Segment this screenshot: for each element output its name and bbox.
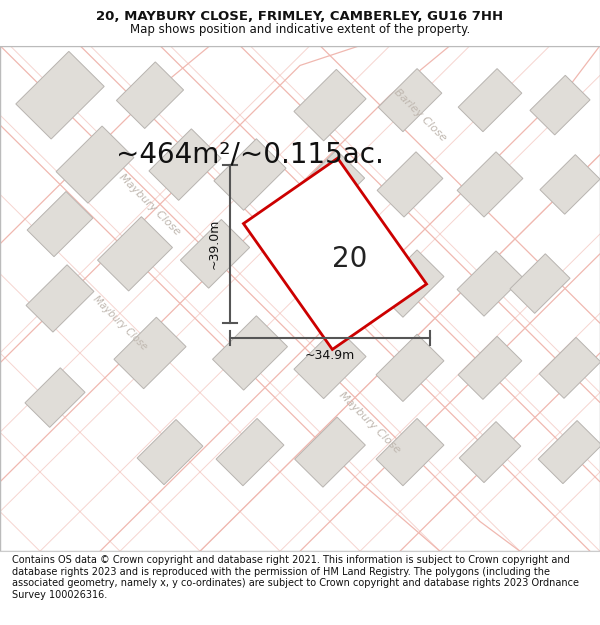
Polygon shape (149, 129, 221, 201)
Text: 20: 20 (332, 245, 368, 272)
Polygon shape (25, 368, 85, 428)
Polygon shape (294, 69, 366, 141)
Polygon shape (540, 154, 600, 214)
Polygon shape (16, 51, 104, 139)
Polygon shape (212, 316, 287, 390)
Polygon shape (459, 422, 521, 482)
Polygon shape (27, 191, 93, 257)
Text: 20, MAYBURY CLOSE, FRIMLEY, CAMBERLEY, GU16 7HH: 20, MAYBURY CLOSE, FRIMLEY, CAMBERLEY, G… (97, 10, 503, 23)
Polygon shape (116, 62, 184, 129)
Text: Maybury Close: Maybury Close (337, 390, 403, 455)
Polygon shape (376, 334, 444, 401)
Text: Contains OS data © Crown copyright and database right 2021. This information is : Contains OS data © Crown copyright and d… (12, 555, 579, 600)
Polygon shape (295, 150, 365, 219)
Polygon shape (378, 69, 442, 132)
Polygon shape (377, 152, 443, 217)
Polygon shape (376, 250, 444, 318)
Text: Maybury Close: Maybury Close (91, 294, 149, 352)
Text: Map shows position and indicative extent of the property.: Map shows position and indicative extent… (130, 22, 470, 36)
Polygon shape (538, 421, 600, 484)
Polygon shape (214, 139, 286, 210)
Polygon shape (457, 251, 523, 316)
Polygon shape (530, 76, 590, 135)
Polygon shape (216, 419, 284, 486)
Text: ~34.9m: ~34.9m (305, 349, 355, 362)
Polygon shape (181, 219, 250, 288)
Polygon shape (244, 158, 427, 349)
Polygon shape (457, 152, 523, 217)
Polygon shape (137, 419, 203, 485)
Polygon shape (26, 265, 94, 332)
Text: ~464m²/~0.115ac.: ~464m²/~0.115ac. (116, 141, 384, 169)
Polygon shape (114, 318, 186, 389)
Text: Barley Close: Barley Close (392, 87, 448, 143)
Polygon shape (539, 338, 600, 398)
Polygon shape (294, 327, 366, 399)
Text: Maybury Close: Maybury Close (118, 172, 182, 237)
Polygon shape (98, 217, 172, 291)
Polygon shape (56, 126, 134, 203)
Polygon shape (458, 69, 522, 132)
Polygon shape (376, 419, 444, 486)
Polygon shape (296, 250, 364, 317)
Polygon shape (295, 417, 365, 487)
Polygon shape (458, 336, 522, 399)
Text: ~39.0m: ~39.0m (208, 219, 221, 269)
Polygon shape (510, 254, 570, 313)
